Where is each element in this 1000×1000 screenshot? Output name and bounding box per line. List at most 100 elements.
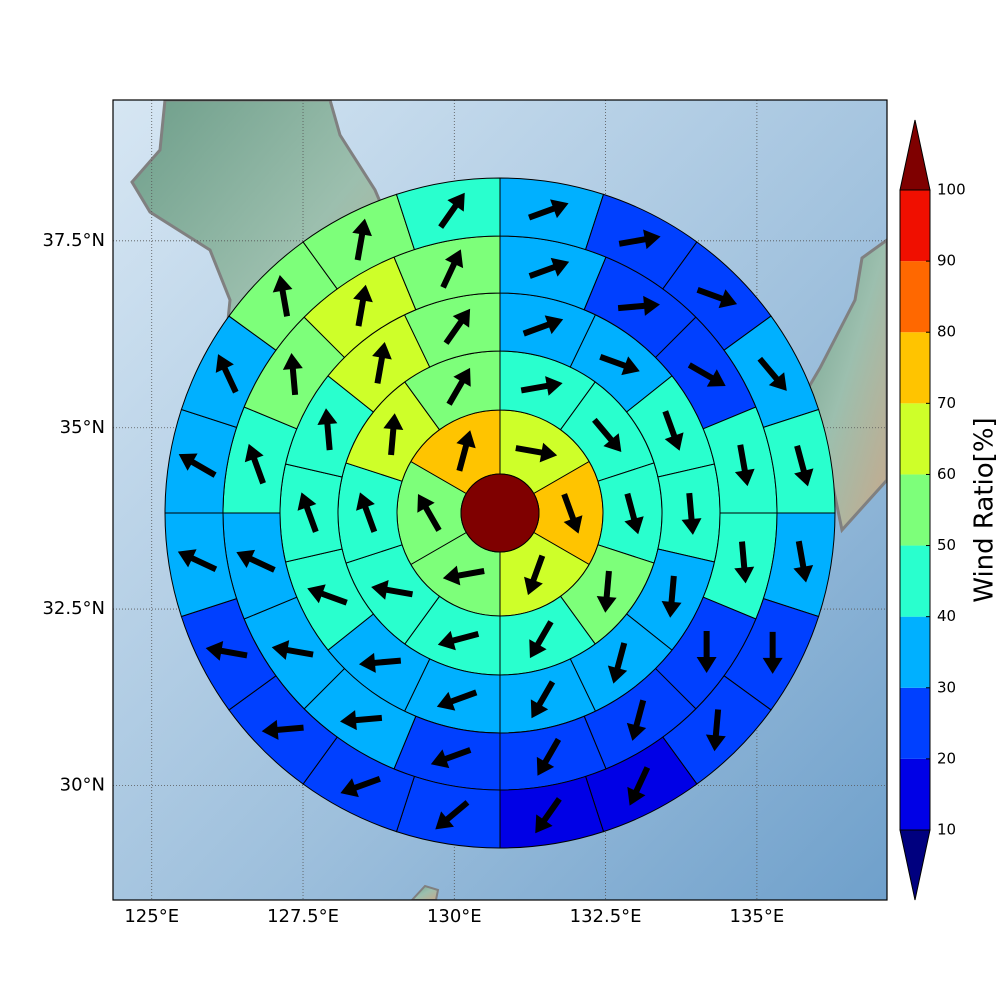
x-tick-label: 130°E [427, 906, 482, 927]
wind-arrow [522, 315, 564, 337]
wind-arrow [626, 699, 647, 741]
wind-arrow [599, 354, 640, 376]
wind-arrow [340, 710, 383, 731]
wind-arrow [430, 747, 472, 769]
colorbar-tick-label: 60 [937, 465, 956, 483]
x-tick-label: 135°E [730, 906, 785, 927]
wind-arrow [358, 652, 402, 673]
wind-arrow [607, 642, 628, 684]
colorbar-bin [900, 332, 930, 404]
wind-arrow [734, 541, 755, 584]
wind-arrow [340, 775, 381, 798]
wind-arrow [371, 579, 414, 600]
colorbar-tick-label: 40 [937, 607, 956, 625]
wind-arrow [530, 680, 556, 719]
y-tick-label: 30°N [60, 774, 105, 795]
wind-arrow [528, 257, 570, 279]
wind-arrow [271, 640, 314, 660]
wind-arrow [536, 737, 562, 776]
wind-arrow [762, 631, 783, 674]
wind-arrow [317, 408, 338, 451]
colorbar-over [899, 119, 931, 191]
colorbar-bin [900, 545, 930, 617]
x-tick-label: 127.5°E [267, 906, 339, 927]
wind-arrow [624, 492, 644, 535]
map-frame [112, 99, 888, 901]
wind-arrow [696, 631, 717, 674]
colorbar-bin [900, 190, 930, 262]
wind-arrow [696, 286, 738, 309]
x-tick-label: 125°E [124, 906, 179, 927]
wind-arrow [456, 430, 476, 472]
wind-arrow [437, 630, 480, 651]
wind-arrow [261, 719, 304, 740]
wind-arrow [178, 453, 217, 478]
wind-arrow [236, 549, 276, 573]
wind-arrow [662, 410, 684, 451]
land-island [410, 884, 440, 900]
wind-arrow [592, 417, 622, 452]
wind-arrow [627, 766, 651, 806]
wind-arrow [372, 342, 392, 384]
wind-arrow [520, 376, 563, 396]
wind-arrow [793, 540, 814, 583]
wind-arrow [205, 641, 248, 661]
colorbar-tick-label: 70 [937, 394, 956, 412]
colorbar-tick-label: 20 [937, 749, 956, 767]
wind-arrow [535, 797, 562, 834]
colorbar-bin [900, 261, 930, 333]
wind-arrow [681, 492, 702, 535]
wind-arrow [661, 575, 682, 618]
wind-arrow [442, 565, 485, 586]
wind-arrow [297, 492, 319, 533]
colorbar-bin [900, 616, 930, 688]
colorbar-tick-label: 80 [937, 323, 956, 341]
colorbar-tick-label: 100 [937, 181, 966, 199]
x-tick-label: 132.5°E [570, 906, 642, 927]
wind-arrow [356, 492, 378, 533]
colorbar-tick-label: 50 [937, 536, 956, 554]
wind-arrow [596, 570, 617, 613]
wind-arrow [435, 800, 470, 830]
colorbar-frame [899, 189, 931, 831]
wind-arrow [757, 356, 787, 391]
wind-arrow [443, 308, 471, 345]
wind-arrow [244, 443, 266, 485]
wind-arrow [440, 249, 464, 289]
wind-arrow [529, 620, 554, 659]
wind-arrow [383, 413, 404, 456]
wind-arrow [272, 274, 293, 317]
colorbar-tick-label: 30 [937, 678, 956, 696]
colorbar-under [899, 829, 931, 901]
colorbar-bin [900, 758, 930, 830]
wind-arrow [561, 493, 583, 534]
wind-arrow [353, 284, 373, 327]
wind-arrow [524, 554, 546, 596]
wind-arrow [794, 445, 814, 487]
wind-arrow [528, 199, 569, 221]
wind-arrow [436, 689, 478, 711]
wind-arrow [515, 442, 558, 463]
wind-arrow [734, 444, 755, 487]
wind-arrow [177, 549, 218, 573]
wind-arrow [438, 192, 465, 229]
colorbar-tick-label: 10 [937, 821, 956, 839]
y-tick-label: 32.5°N [42, 598, 105, 619]
wind-arrow [417, 493, 442, 532]
wind-arrow [446, 367, 471, 406]
wind-rose [164, 177, 836, 849]
colorbar-label: Wind Ratio[%] [970, 417, 1000, 602]
wind-arrow [282, 353, 303, 396]
y-tick-label: 37.5°N [42, 230, 105, 251]
wind-arrow [307, 584, 348, 606]
wind-arrow [352, 218, 372, 261]
colorbar-bin [900, 687, 930, 759]
wind-arrow [705, 709, 726, 752]
colorbar-bin [900, 403, 930, 475]
center-cell [460, 473, 540, 553]
axis-labels: 125°E 127.5°E 130°E 132.5°E 135°E 30°N 32.5°N 3… [42, 230, 784, 927]
colorbar-tick-label: 90 [937, 252, 956, 270]
wind-arrow [617, 295, 660, 316]
y-tick-label: 35°N [60, 417, 105, 438]
